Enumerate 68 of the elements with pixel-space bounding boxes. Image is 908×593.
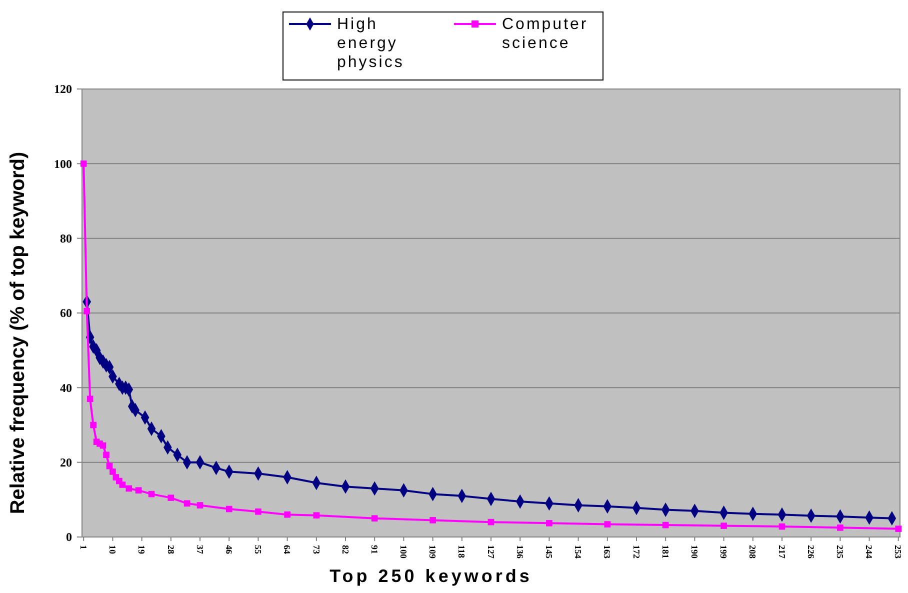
x-tick-label: 73	[311, 545, 322, 554]
point	[226, 506, 232, 512]
y-tick-label: 40	[60, 380, 72, 395]
point	[100, 442, 106, 449]
x-tick-label: 235	[835, 545, 846, 559]
point	[168, 494, 174, 501]
point	[430, 517, 436, 524]
x-tick-label: 37	[194, 545, 205, 554]
point	[135, 487, 142, 494]
point	[119, 482, 126, 488]
y-tick-label: 120	[54, 82, 72, 96]
point	[313, 512, 320, 519]
point	[126, 485, 132, 492]
point	[284, 511, 290, 518]
x-tick-label: 208	[748, 545, 758, 559]
x-tick-label: 253	[893, 545, 904, 559]
point	[196, 502, 204, 508]
point	[110, 468, 116, 475]
legend-label: Computer science	[502, 16, 588, 52]
x-tick-label: 91	[369, 545, 380, 554]
x-tick-label: 172	[631, 545, 642, 559]
point	[80, 160, 87, 167]
x-tick-label: 100	[398, 545, 409, 559]
point	[255, 508, 262, 515]
y-tick-label: 20	[60, 456, 72, 470]
y-tick-label: 60	[60, 306, 72, 320]
point	[837, 524, 844, 531]
x-tick-label: 190	[690, 545, 700, 559]
x-tick-label: 127	[486, 545, 496, 559]
x-tick-label: 1	[78, 545, 88, 550]
point	[895, 526, 902, 532]
point	[84, 308, 90, 314]
x-tick-label: 64	[282, 545, 292, 554]
x-axis-title: Top 250 keywords	[330, 566, 532, 586]
x-tick-label: 181	[660, 545, 670, 559]
x-tick-label: 55	[253, 545, 264, 554]
y-tick-label: 80	[60, 232, 72, 246]
point	[604, 521, 611, 528]
x-tick-label: 244	[864, 545, 874, 559]
y-tick-label: 100	[54, 156, 72, 171]
x-tick-label: 46	[224, 545, 234, 554]
x-tick-label: 199	[718, 545, 729, 559]
x-tick-label: 118	[456, 545, 467, 559]
point	[103, 452, 110, 458]
point	[488, 518, 494, 526]
y-axis-title: Relative frequency (% of top keyword)	[7, 152, 29, 514]
point	[184, 500, 190, 507]
point	[662, 522, 669, 528]
y-tick-label: 0	[66, 530, 72, 544]
point	[371, 515, 378, 522]
point	[86, 396, 94, 402]
x-tick-label: 145	[544, 545, 554, 559]
x-tick-label: 226	[806, 545, 816, 559]
x-tick-label: 136	[514, 545, 525, 559]
x-tick-label: 217	[776, 545, 787, 559]
x-tick-label: 19	[136, 545, 147, 554]
x-tick-label: 163	[602, 545, 612, 559]
x-tick-label: 28	[166, 545, 176, 554]
x-tick-label: 154	[573, 545, 584, 559]
point	[546, 520, 552, 526]
legend-label: High energy physics	[337, 16, 404, 71]
point	[90, 422, 96, 428]
x-tick-label: 10	[108, 545, 118, 554]
x-tick-label: 109	[428, 545, 438, 559]
point	[778, 523, 786, 530]
x-tick-label: 82	[340, 545, 350, 554]
point	[720, 522, 727, 529]
point	[148, 490, 155, 498]
